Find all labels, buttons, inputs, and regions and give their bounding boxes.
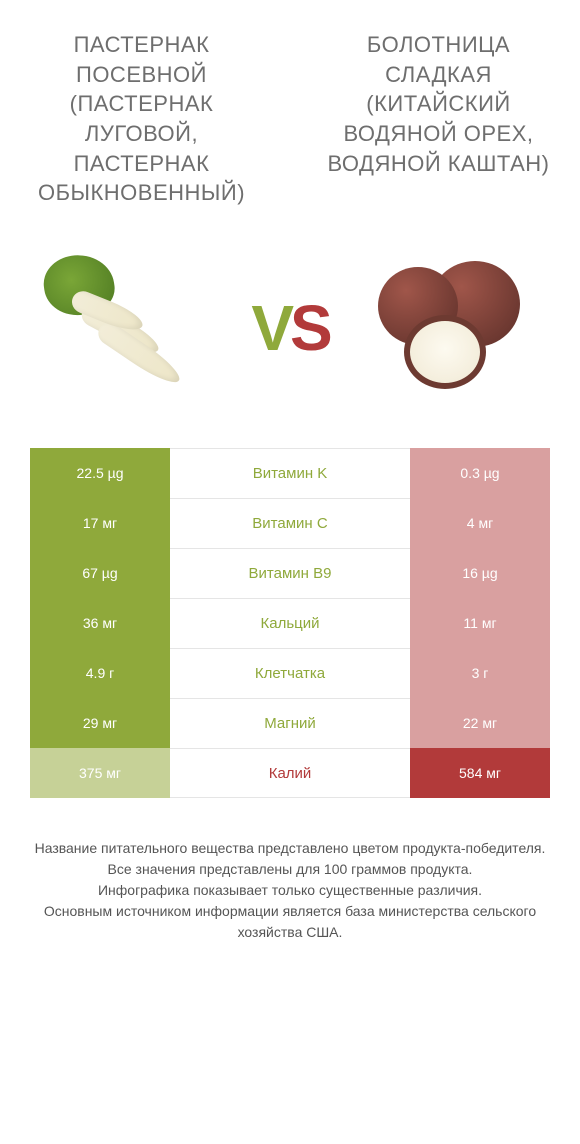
right-value-cell: 4 мг: [410, 498, 550, 548]
table-row: 4.9 гКлетчатка3 г: [30, 648, 550, 698]
right-value-cell: 22 мг: [410, 698, 550, 748]
right-food-image: [360, 248, 540, 408]
left-value-cell: 375 мг: [30, 748, 170, 798]
left-value-cell: 4.9 г: [30, 648, 170, 698]
infographic-container: ПАСТЕРНАК ПОСЕВНОЙ (ПАСТЕРНАК ЛУГОВОЙ, П…: [0, 0, 580, 1144]
footer-notes: Название питательного вещества представл…: [0, 798, 580, 963]
left-value-cell: 67 µg: [30, 548, 170, 598]
chestnut-icon: [360, 253, 540, 403]
nutrient-label-cell: Калий: [170, 748, 410, 798]
parsnip-icon: [40, 253, 220, 403]
footer-line: Основным источником информации является …: [30, 901, 550, 943]
vs-row: VS: [0, 218, 580, 448]
table-row: 17 мгВитамин C4 мг: [30, 498, 550, 548]
left-value-cell: 22.5 µg: [30, 448, 170, 498]
right-value-cell: 16 µg: [410, 548, 550, 598]
nutrient-label-cell: Магний: [170, 698, 410, 748]
table-row: 67 µgВитамин B916 µg: [30, 548, 550, 598]
table-row: 375 мгКалий584 мг: [30, 748, 550, 798]
titles-row: ПАСТЕРНАК ПОСЕВНОЙ (ПАСТЕРНАК ЛУГОВОЙ, П…: [0, 0, 580, 218]
comparison-table: 22.5 µgВитамин K0.3 µg17 мгВитамин C4 мг…: [0, 448, 580, 798]
left-value-cell: 36 мг: [30, 598, 170, 648]
nutrient-label-cell: Витамин K: [170, 448, 410, 498]
footer-line: Все значения представлены для 100 граммо…: [30, 859, 550, 880]
table-row: 22.5 µgВитамин K0.3 µg: [30, 448, 550, 498]
left-food-title: ПАСТЕРНАК ПОСЕВНОЙ (ПАСТЕРНАК ЛУГОВОЙ, П…: [20, 30, 263, 208]
nutrient-label-cell: Кальций: [170, 598, 410, 648]
left-food-image: [40, 248, 220, 408]
right-value-cell: 11 мг: [410, 598, 550, 648]
left-value-cell: 29 мг: [30, 698, 170, 748]
right-value-cell: 0.3 µg: [410, 448, 550, 498]
left-value-cell: 17 мг: [30, 498, 170, 548]
nutrient-label-cell: Витамин C: [170, 498, 410, 548]
nutrient-label-cell: Клетчатка: [170, 648, 410, 698]
footer-line: Инфографика показывает только существенн…: [30, 880, 550, 901]
vs-v-letter: V: [251, 292, 290, 364]
vs-label: VS: [251, 291, 328, 365]
right-food-title: БОЛОТНИЦА СЛАДКАЯ (КИТАЙСКИЙ ВОДЯНОЙ ОРЕ…: [317, 30, 560, 208]
table-row: 36 мгКальций11 мг: [30, 598, 550, 648]
right-value-cell: 3 г: [410, 648, 550, 698]
vs-s-letter: S: [290, 292, 329, 364]
right-value-cell: 584 мг: [410, 748, 550, 798]
footer-line: Название питательного вещества представл…: [30, 838, 550, 859]
table-row: 29 мгМагний22 мг: [30, 698, 550, 748]
nutrient-label-cell: Витамин B9: [170, 548, 410, 598]
